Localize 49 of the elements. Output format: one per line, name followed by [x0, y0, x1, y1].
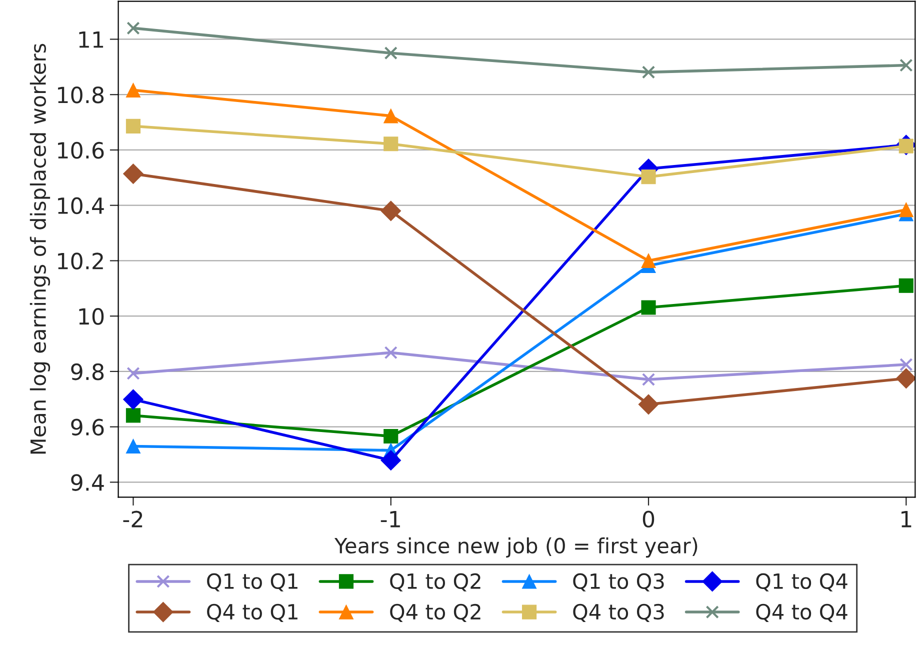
- y-tick-label: 10.6: [58, 142, 104, 159]
- point: [900, 58, 913, 72]
- y-tick-label: 9.6: [71, 418, 104, 436]
- point: [380, 200, 402, 222]
- legend-label: Q4 to Q1: [207, 604, 298, 622]
- x-tick-label: -2: [123, 510, 142, 528]
- y-tick-label: 10.2: [58, 252, 103, 270]
- point: [384, 136, 398, 152]
- point: [384, 108, 398, 124]
- point: [126, 82, 141, 98]
- point: [638, 394, 659, 415]
- point: [123, 164, 144, 184]
- legend-label: Q4 to Q2: [390, 604, 480, 622]
- y-tick-label: 9.8: [71, 363, 104, 380]
- legend-label: Q1 to Q4: [756, 573, 848, 592]
- y-tick-label: 10: [79, 308, 104, 325]
- point: [123, 389, 144, 410]
- point: [900, 358, 913, 372]
- point: [898, 202, 914, 218]
- point: [384, 428, 398, 444]
- point: [126, 366, 140, 380]
- y-tick-label: 9.4: [71, 474, 104, 491]
- point: [126, 408, 141, 423]
- y-axis-title: Mean log earnings of displaced workers: [30, 44, 50, 454]
- point: [126, 22, 140, 35]
- point: [380, 450, 402, 470]
- legend-label: Q1 to Q3: [573, 573, 664, 592]
- point: [641, 170, 656, 184]
- x-tick-label: -1: [380, 511, 400, 528]
- y-tick-label: 10.8: [58, 86, 104, 104]
- point: [126, 118, 141, 134]
- y-tick-label: 10.4: [58, 197, 104, 214]
- point: [896, 368, 916, 389]
- x-axis-title: Years since new job (0 = first year): [334, 537, 698, 558]
- legend-label: Q4 to Q3: [573, 604, 664, 622]
- y-tick-label: 11: [79, 31, 104, 48]
- point: [126, 438, 141, 454]
- x-tick-label: 0: [642, 510, 654, 528]
- x-tick-label: 1: [902, 511, 912, 528]
- point: [642, 372, 656, 386]
- point: [898, 278, 914, 293]
- point: [384, 46, 398, 60]
- point: [642, 66, 656, 79]
- legend-label: Q4 to Q4: [756, 604, 848, 622]
- point: [641, 300, 656, 315]
- point: [384, 346, 398, 360]
- legend-label: Q1 to Q1: [207, 573, 298, 592]
- legend-label: Q1 to Q2: [390, 573, 480, 592]
- point: [641, 253, 656, 268]
